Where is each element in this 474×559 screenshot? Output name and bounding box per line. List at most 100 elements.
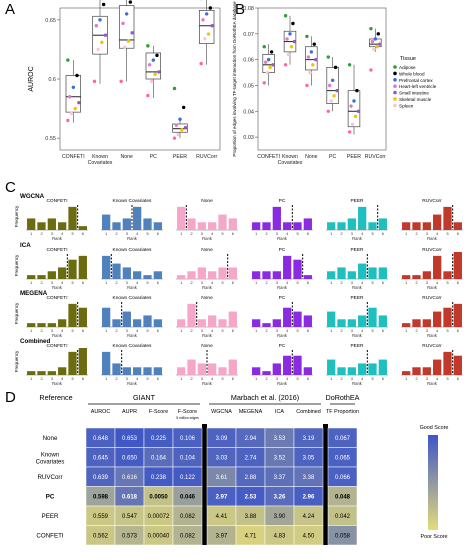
histogram-bar [412,222,421,230]
legend-swatch [393,65,397,69]
rank-tick-label: 3 [426,281,428,285]
histogram-bar [433,214,442,230]
histogram-bar [303,315,312,327]
histogram-bar [252,222,261,230]
data-point [356,109,361,113]
histogram-bar [27,323,36,327]
data-point [305,83,309,88]
legend-label: Spleen [399,103,414,108]
data-point [262,81,266,85]
histogram-bar [153,271,162,279]
table-value: 4.50 [303,533,315,539]
histogram-bar [252,319,261,327]
rank-tick-label: 4 [136,232,138,236]
x-tick-label: CONFETI [257,154,280,160]
table-value: 2.74 [245,455,257,461]
rank-tick-label: 1 [30,281,32,285]
data-point [378,42,382,46]
panel-c-letter: C [5,179,16,196]
box [347,90,361,128]
histogram-bar [37,371,46,375]
table-value: 0.082 [180,533,196,539]
histogram-bar [68,351,77,375]
data-point [121,21,125,26]
rank-tick-label: 1 [405,329,407,333]
table-value: 0.042 [335,514,351,520]
x-axis-title: Rank [127,381,138,386]
rank-tick-label: 6 [382,232,384,236]
table-value: 0.046 [180,494,196,500]
rank-tick-label: 1 [255,281,257,285]
histogram-bar [122,311,131,327]
histogram-bar [327,271,336,279]
poor-score-label: Poor Score [421,534,448,540]
rank-tick-label: 5 [71,377,73,381]
histogram-bar [208,363,217,375]
rank-tick-label: 3 [276,232,278,236]
rank-tick-label: 1 [255,329,257,333]
rank-tick-label: 2 [40,377,42,381]
data-point [172,86,177,91]
data-point [124,12,129,16]
rank-tick-label: 5 [146,377,148,381]
rank-tick-label: 1 [30,377,32,381]
method-title: RUVCorr [422,198,442,204]
rank-tick-label: 6 [457,329,459,333]
histogram-bar [78,255,87,279]
legend-label: Prefrontal cortex [399,78,433,83]
data-point [71,85,76,89]
rank-tick-label: 5 [146,281,148,285]
histogram-bar [27,371,36,375]
x-tick-label: RUVCorr [365,154,386,160]
rank-tick-label: 2 [115,329,117,333]
histogram-bar [122,218,131,230]
legend-swatch [393,97,397,101]
method-title: PEER [350,343,364,349]
histogram-bar [453,222,462,230]
data-point [264,60,268,64]
legend-title: Tissue [400,56,416,62]
box [118,5,135,49]
table-value: 2.94 [245,436,257,442]
table-value: 3.09 [216,436,228,442]
rank-tick-label: 4 [286,232,288,236]
histogram-bar [218,367,227,375]
x-axis-title: Rank [52,285,63,290]
data-point [266,57,271,62]
histogram-bar [422,222,431,230]
rank-tick-label: 4 [436,377,438,381]
data-point [330,78,335,82]
x-axis-title: Rank [277,381,288,386]
rank-tick-label: 1 [30,232,32,236]
rank-tick-label: 2 [415,329,417,333]
method-title: CONFETI [46,343,67,349]
x-axis-title: Rank [52,333,63,338]
rank-tick-label: 3 [51,281,53,285]
rank-tick-label: 6 [232,377,234,381]
rank-tick-label: 3 [351,281,353,285]
y-tick-label: 0.07 [243,32,254,38]
column-header: ICA [275,409,284,415]
histogram-bar [133,367,142,375]
histogram-bar [337,267,346,279]
x-tick-label: PC [329,154,336,160]
table-value: 0.547 [122,514,138,520]
method-title: None [201,295,213,301]
histogram-bar [68,206,77,230]
rank-tick-label: 2 [340,232,342,236]
rank-tick-label: 2 [40,329,42,333]
rank-tick-label: 3 [276,329,278,333]
data-point [369,68,373,72]
table-cell [172,525,203,546]
rank-tick-label: 3 [351,232,353,236]
data-point [372,47,376,52]
x-axis-title: Rank [352,381,363,386]
legend-swatch [393,78,397,82]
histogram-bar [122,267,131,279]
rank-tick-label: 4 [61,281,63,285]
y-axis-title: Frequency [14,302,19,324]
x-tick-label: Known Covariates [278,154,303,166]
data-point [146,93,150,98]
data-point [369,26,373,31]
rank-tick-label: 1 [330,232,332,236]
